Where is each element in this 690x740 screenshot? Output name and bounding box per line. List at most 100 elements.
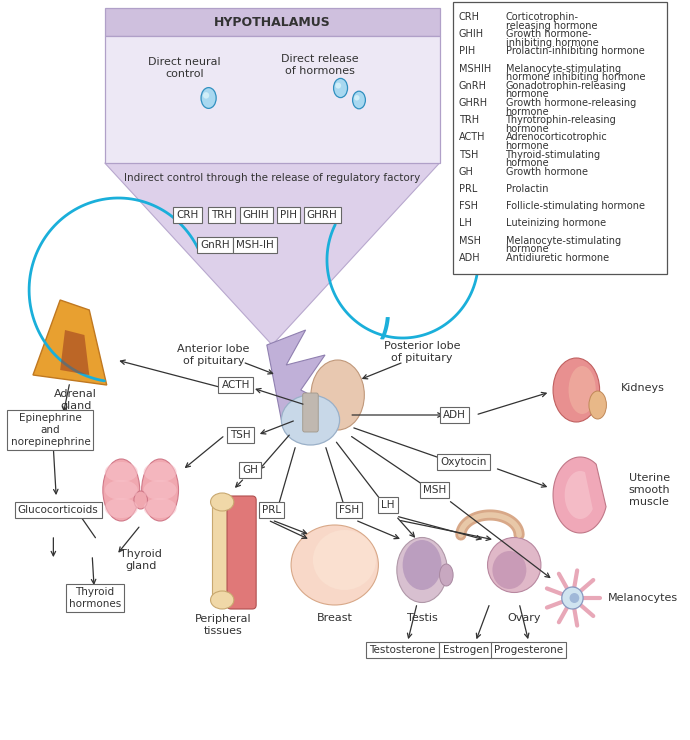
- Text: PRL: PRL: [459, 184, 477, 194]
- Text: TSH: TSH: [459, 149, 478, 160]
- Text: releasing hormone: releasing hormone: [506, 21, 597, 30]
- Text: Melanocytes: Melanocytes: [607, 593, 678, 603]
- Ellipse shape: [201, 87, 216, 108]
- Text: Kidneys: Kidneys: [621, 383, 665, 393]
- Text: Prolactin-inhibiting hormone: Prolactin-inhibiting hormone: [506, 47, 644, 56]
- Text: LH: LH: [459, 218, 472, 229]
- Text: MSHIH: MSHIH: [459, 64, 491, 73]
- Text: GHIH: GHIH: [243, 210, 270, 220]
- Polygon shape: [33, 300, 107, 385]
- Polygon shape: [564, 471, 593, 519]
- Text: Thyroid-stimulating: Thyroid-stimulating: [506, 149, 600, 160]
- FancyBboxPatch shape: [227, 496, 256, 609]
- Text: PRL: PRL: [262, 505, 282, 515]
- Ellipse shape: [569, 366, 595, 414]
- Text: GnRH: GnRH: [201, 240, 230, 250]
- Ellipse shape: [562, 587, 583, 609]
- Text: FSH: FSH: [459, 201, 478, 211]
- Ellipse shape: [134, 491, 148, 509]
- Ellipse shape: [333, 78, 348, 98]
- Text: hormone: hormone: [506, 141, 549, 151]
- Polygon shape: [267, 330, 330, 435]
- Ellipse shape: [141, 459, 179, 521]
- Ellipse shape: [440, 564, 453, 586]
- Polygon shape: [105, 163, 440, 345]
- Text: CRH: CRH: [176, 210, 199, 220]
- Text: ADH: ADH: [459, 253, 480, 263]
- Text: GHRH: GHRH: [459, 98, 488, 108]
- Ellipse shape: [144, 498, 177, 518]
- Text: Growth hormone-releasing: Growth hormone-releasing: [506, 98, 635, 108]
- Ellipse shape: [397, 537, 447, 602]
- Ellipse shape: [553, 358, 600, 422]
- Ellipse shape: [493, 551, 526, 589]
- Ellipse shape: [203, 92, 209, 98]
- Text: GHRH: GHRH: [307, 210, 337, 220]
- Ellipse shape: [311, 360, 364, 430]
- Text: GnRH: GnRH: [459, 81, 487, 91]
- Text: Antidiuretic hormone: Antidiuretic hormone: [506, 253, 609, 263]
- Text: Oxytocin: Oxytocin: [441, 457, 487, 467]
- FancyBboxPatch shape: [303, 393, 318, 432]
- Text: Direct release
of hormones: Direct release of hormones: [282, 54, 359, 75]
- Ellipse shape: [353, 91, 366, 109]
- Text: inhibiting hormone: inhibiting hormone: [506, 38, 598, 47]
- Text: hormone: hormone: [506, 124, 549, 134]
- Text: Indirect control through the release of regulatory factory: Indirect control through the release of …: [124, 173, 420, 183]
- Ellipse shape: [335, 83, 341, 89]
- Text: HYPOTHALAMUS: HYPOTHALAMUS: [214, 16, 331, 29]
- Text: MSH: MSH: [459, 235, 481, 246]
- Text: hormone: hormone: [506, 158, 549, 168]
- Ellipse shape: [103, 459, 139, 521]
- Text: PIH: PIH: [459, 47, 475, 56]
- Text: hormone: hormone: [506, 90, 549, 99]
- Ellipse shape: [569, 593, 579, 603]
- Text: TRH: TRH: [459, 115, 479, 125]
- Text: GH: GH: [242, 465, 258, 475]
- Text: MSH: MSH: [423, 485, 446, 495]
- Text: Luteinizing hormone: Luteinizing hormone: [506, 218, 606, 229]
- Text: Anterior lobe
of pituitary: Anterior lobe of pituitary: [177, 344, 250, 366]
- Text: Breast: Breast: [317, 613, 353, 623]
- Text: Estrogen: Estrogen: [442, 645, 489, 655]
- Text: Melanocyte-stimulating: Melanocyte-stimulating: [506, 64, 620, 73]
- Text: Melanocyte-stimulating: Melanocyte-stimulating: [506, 235, 620, 246]
- Text: TRH: TRH: [210, 210, 232, 220]
- Text: Progesterone: Progesterone: [494, 645, 563, 655]
- Text: LH: LH: [382, 500, 395, 510]
- Ellipse shape: [144, 462, 177, 482]
- Text: PIH: PIH: [279, 210, 297, 220]
- Ellipse shape: [403, 540, 442, 590]
- Text: TSH: TSH: [230, 430, 251, 440]
- Text: ADH: ADH: [443, 410, 466, 420]
- Text: MSH-IH: MSH-IH: [236, 240, 274, 250]
- Ellipse shape: [105, 462, 138, 482]
- Text: Epinephrine
and
norepinephrine: Epinephrine and norepinephrine: [10, 414, 90, 447]
- Ellipse shape: [313, 530, 376, 590]
- Text: Glucocorticoids: Glucocorticoids: [18, 505, 99, 515]
- Text: Thyroid
hormones: Thyroid hormones: [69, 588, 121, 609]
- Text: CRH: CRH: [459, 12, 480, 22]
- Text: GHIH: GHIH: [459, 29, 484, 39]
- Text: Peripheral
tissues: Peripheral tissues: [195, 614, 251, 636]
- Text: hormone inhibiting hormone: hormone inhibiting hormone: [506, 72, 645, 82]
- Text: FSH: FSH: [339, 505, 359, 515]
- Text: Adrenocorticotrophic: Adrenocorticotrophic: [506, 132, 607, 142]
- FancyBboxPatch shape: [105, 36, 440, 163]
- Text: Direct neural
control: Direct neural control: [148, 57, 221, 78]
- Text: Testosterone: Testosterone: [369, 645, 436, 655]
- FancyBboxPatch shape: [453, 2, 667, 274]
- Polygon shape: [553, 457, 606, 533]
- Text: hormone: hormone: [506, 107, 549, 116]
- Text: ACTH: ACTH: [221, 380, 250, 390]
- FancyBboxPatch shape: [213, 502, 232, 603]
- Text: Growth hormone-: Growth hormone-: [506, 29, 591, 39]
- Text: Thyroid
gland: Thyroid gland: [120, 549, 161, 571]
- Text: ACTH: ACTH: [459, 132, 486, 142]
- Text: Testis: Testis: [406, 613, 437, 623]
- Ellipse shape: [282, 395, 339, 445]
- FancyBboxPatch shape: [105, 8, 440, 36]
- Text: Gonadotrophin-releasing: Gonadotrophin-releasing: [506, 81, 627, 91]
- Polygon shape: [60, 330, 89, 375]
- Text: Thyrotrophin-releasing: Thyrotrophin-releasing: [506, 115, 616, 125]
